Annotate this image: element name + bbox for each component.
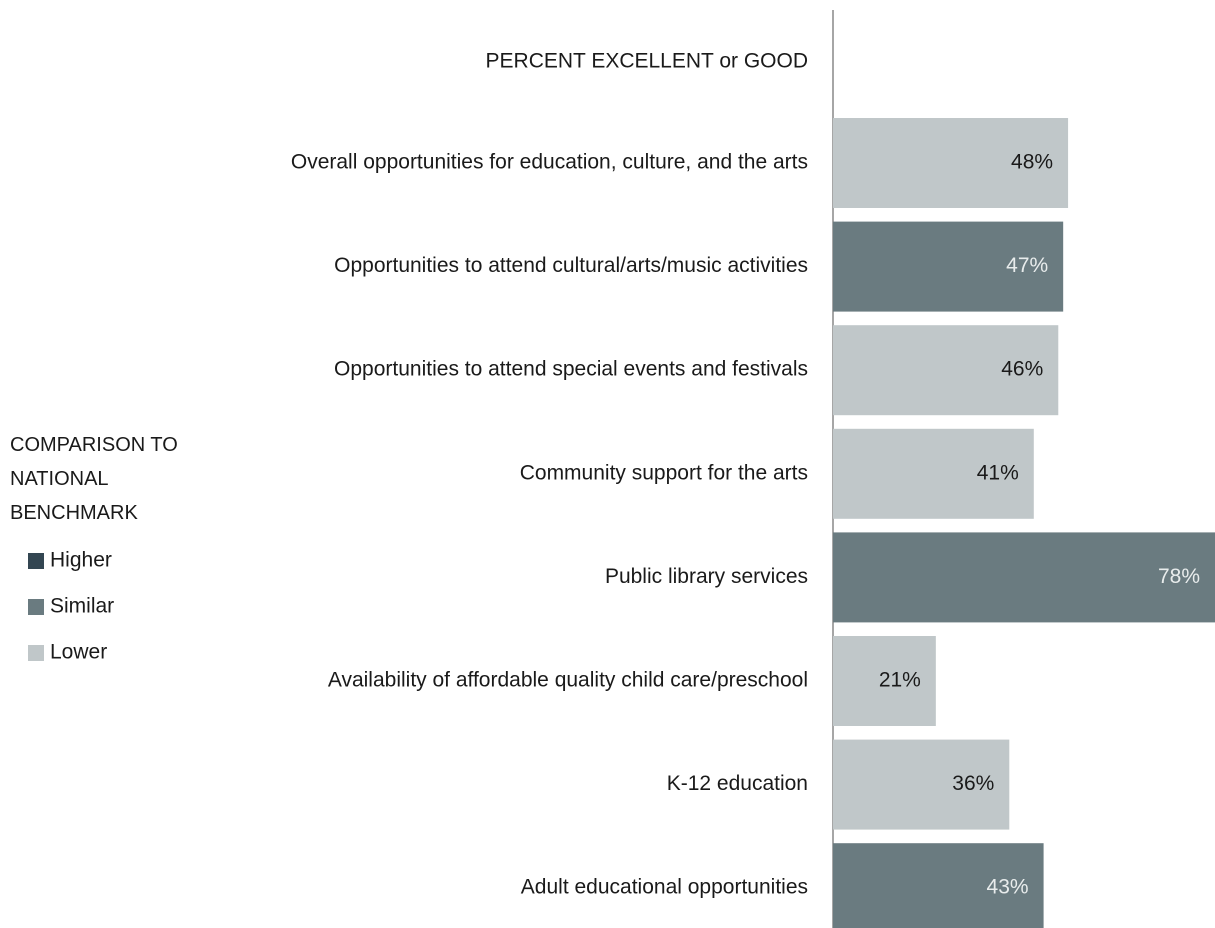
value-label: 46% [1001,358,1043,381]
category-label: Overall opportunities for education, cul… [291,151,808,174]
bar [833,739,1010,830]
category-label: Public library services [605,565,808,588]
bar [833,221,1064,312]
legend-swatch [28,645,44,661]
legend-swatch [28,553,44,569]
category-label: Adult educational opportunities [521,876,808,899]
value-label: 43% [987,876,1029,899]
category-label: Community support for the arts [520,461,808,484]
bar [833,532,1215,623]
bar [833,636,936,726]
category-label: Opportunities to attend special events a… [334,358,808,381]
bar [833,118,1069,208]
legend-label: Lower [50,641,107,664]
chart-header: PERCENT EXCELLENT or GOOD [486,50,808,73]
value-label: 36% [952,772,994,795]
category-label: Availability of affordable quality child… [328,669,808,692]
value-label: 21% [879,669,921,692]
value-label: 48% [1011,151,1053,174]
legend-label: Similar [50,595,114,618]
legend-label: Higher [50,549,112,572]
value-label: 41% [977,461,1019,484]
value-label: 78% [1158,565,1200,588]
bar [833,428,1034,519]
bar [833,843,1044,928]
value-label: 47% [1006,254,1048,277]
bar [833,325,1059,416]
category-label: K-12 education [667,772,808,795]
category-label: Opportunities to attend cultural/arts/mu… [334,254,808,277]
legend-title: COMPARISON TO NATIONAL BENCHMARK [10,434,178,524]
legend-swatch [28,599,44,615]
